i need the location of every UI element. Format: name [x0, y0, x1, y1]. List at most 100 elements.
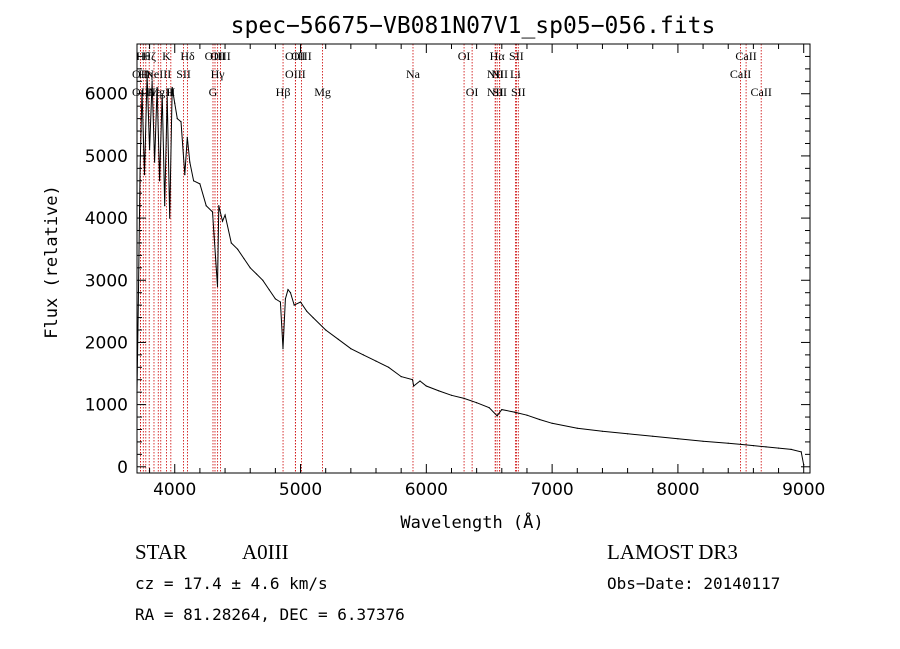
y-tick-label: 3000 [85, 271, 128, 291]
series-line-spectrum [136, 75, 805, 465]
data-point [299, 301, 302, 303]
data-point [284, 298, 286, 300]
data-point [306, 310, 308, 312]
coordinates-text: RA = 81.28264, DEC = 6.37376 [135, 605, 405, 624]
data-point [218, 205, 220, 207]
line-label: NII [487, 67, 504, 81]
data-point [230, 242, 232, 244]
data-point [249, 267, 251, 269]
line-label: Hα [490, 49, 506, 63]
y-tick-label: 4000 [85, 209, 128, 229]
line-label: MgII [148, 85, 173, 99]
y-tick-label: 2000 [85, 333, 128, 353]
data-point [189, 161, 191, 163]
y-tick-label: 5000 [85, 147, 128, 167]
data-point [752, 445, 755, 447]
y-tick-label: 1000 [85, 396, 128, 416]
data-point [199, 183, 201, 185]
line-label: SII [509, 49, 524, 63]
line-label: SII [492, 85, 507, 99]
data-point [601, 430, 604, 432]
data-point [169, 217, 171, 219]
line-label: Hη [138, 67, 153, 81]
line-label: NeIII [145, 67, 171, 81]
data-point [180, 121, 182, 123]
data-point [243, 257, 245, 260]
data-point [312, 317, 314, 319]
x-tick-label: 5000 [279, 480, 322, 500]
x-tick-label: 9000 [782, 480, 825, 500]
data-point [224, 214, 226, 216]
data-point [205, 205, 207, 207]
obs-date-text: Obs−Date: 20140117 [607, 574, 780, 593]
data-point [193, 180, 195, 182]
data-point [337, 338, 339, 340]
line-label: Hθ [136, 49, 151, 63]
data-point [350, 348, 352, 350]
data-point [790, 448, 792, 450]
data-point [413, 385, 415, 387]
line-label: Na [406, 67, 421, 81]
data-point [576, 427, 578, 429]
data-point [262, 279, 264, 281]
data-point [211, 211, 214, 213]
line-label: OIII [210, 49, 231, 63]
line-label: G [209, 85, 218, 99]
data-point [677, 438, 679, 440]
data-point [151, 80, 153, 82]
object-class: STAR [135, 540, 187, 564]
data-point [221, 220, 224, 222]
y-tick-label: 0 [117, 458, 128, 478]
line-label: Hε [147, 85, 161, 99]
data-point [176, 118, 178, 120]
line-label: CaII [751, 85, 772, 99]
data-point [419, 380, 421, 382]
data-point [149, 149, 151, 151]
data-point [184, 174, 186, 176]
redshift-text: cz = 17.4 ± 4.6 km/s [135, 574, 328, 593]
line-label: CaII [735, 49, 756, 63]
object-subclass: A0III [242, 540, 289, 564]
x-tick-label: 4000 [153, 480, 196, 500]
data-point [388, 366, 390, 368]
data-point [279, 301, 281, 303]
line-label: CaII [730, 67, 751, 81]
data-point [438, 390, 440, 392]
line-label: SII [176, 67, 191, 81]
line-label: Hγ [211, 67, 226, 81]
line-label: Mg [314, 85, 331, 99]
data-point [450, 394, 453, 396]
data-point [778, 447, 780, 449]
x-tick-label: 6000 [405, 480, 448, 500]
x-tick-label: 7000 [530, 480, 573, 500]
line-label: OI [466, 85, 479, 99]
data-point [740, 443, 742, 445]
line-label: NII [487, 85, 504, 99]
line-label: K [162, 49, 171, 63]
x-axis-label: Wavelength (Å) [400, 511, 543, 533]
line-label: OIII [285, 67, 306, 81]
data-point [652, 435, 654, 437]
data-point [411, 379, 414, 381]
data-point [154, 161, 156, 163]
data-point [526, 414, 528, 416]
data-point [463, 397, 465, 399]
line-label: NII [491, 67, 508, 81]
line-label: OII [132, 67, 149, 81]
data-point [255, 273, 258, 275]
data-point [496, 415, 498, 417]
data-point [289, 292, 292, 294]
data-point [538, 418, 541, 421]
data-point [375, 360, 377, 362]
data-point [425, 385, 427, 387]
line-label: OI [458, 49, 471, 63]
data-point [702, 440, 704, 442]
data-point [513, 411, 516, 413]
data-point [146, 74, 148, 76]
data-point [727, 442, 729, 444]
data-point [800, 451, 802, 453]
line-label: Hβ [276, 85, 291, 99]
data-point [287, 289, 289, 291]
data-point [282, 348, 284, 350]
